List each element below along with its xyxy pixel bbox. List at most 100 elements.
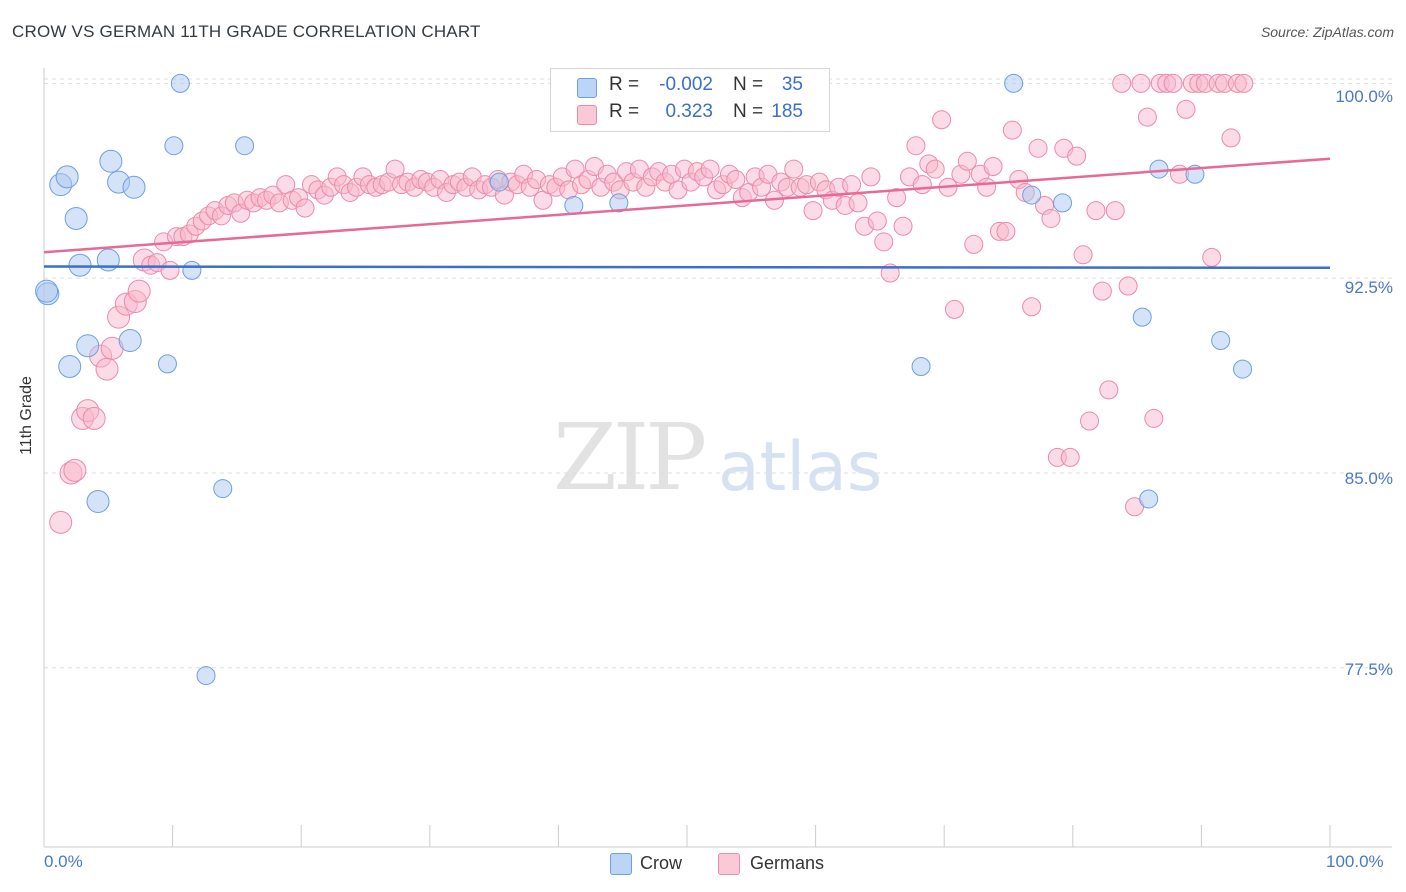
crow-point [564,195,584,215]
german-point [996,221,1016,241]
german-point [803,201,823,221]
german-point [906,136,926,156]
x-tick-label: 100.0% [1326,852,1384,871]
german-point [1144,408,1164,428]
crow-point [213,479,233,499]
crow-point [489,172,509,192]
legend-row-crow: R = -0.002 N = 35 [551,74,829,100]
german-point [957,151,977,171]
watermark-zip: ZIP [553,404,707,511]
german-point [848,193,868,213]
y-tick-label: 92.5% [1344,278,1393,297]
y-tick-label: 100.0% [1335,87,1393,106]
legend-n-value: 185 [771,101,803,122]
crow-point [157,354,177,374]
german-point [160,260,180,280]
y-axis-label: 11th Grade [18,376,35,455]
crow-point [1149,159,1169,179]
german-point [867,211,887,231]
german-point [82,406,106,430]
german-point [1002,120,1022,140]
german-point [1073,245,1093,265]
german-point [977,177,997,197]
german-point [1118,276,1138,296]
legend-r-value: -0.002 [659,74,713,95]
german-point [726,169,746,189]
german-point [842,175,862,195]
legend-r-value: 0.323 [665,101,713,122]
crow-point [1211,331,1231,351]
german-point [874,232,894,252]
german-point [861,167,881,187]
legend-n-label: N = [733,74,764,95]
german-point [964,234,984,254]
german-point [95,357,119,381]
german-point [1202,247,1222,267]
crow-point [86,490,110,514]
crow-point [64,206,88,230]
german-point [1221,128,1241,148]
crow-point [58,354,82,378]
germans-swatch-icon [577,105,597,125]
crow-point [164,136,184,156]
crow-point [35,279,59,303]
crow-point [609,193,629,213]
german-point [784,159,804,179]
german-point [1163,73,1183,93]
german-point [1112,73,1132,93]
correlation-legend: R = -0.002 N = 35 R = 0.323 N = 185 [550,68,830,132]
source-label: Source: ZipAtlas.com [1260,24,1394,40]
german-point [1099,380,1119,400]
german-point [1131,73,1151,93]
crow-point [55,165,79,189]
legend-label-crow: Crow [640,853,683,873]
germans-swatch-icon [718,853,740,875]
german-point [925,159,945,179]
german-point [1092,281,1112,301]
legend-n-label: N = [733,101,764,122]
y-tick-label: 85.0% [1344,469,1393,488]
crow-point [196,666,216,686]
german-point [912,175,932,195]
crow-point [118,329,142,353]
crow-point [1233,359,1253,379]
crow-point [76,334,100,358]
crow-trendline [43,265,1331,270]
german-point [700,159,720,179]
crow-point [911,356,931,376]
german-point [1105,201,1125,221]
crow-swatch-icon [577,78,597,98]
crow-point [122,175,146,199]
german-point [893,216,913,236]
crow-point [182,260,202,280]
german-point [63,458,87,482]
german-point [983,156,1003,176]
legend-r-label: R = [609,74,640,95]
x-tick-label: 0.0% [44,852,83,871]
watermark-atlas: atlas [718,428,883,507]
german-point [1176,99,1196,119]
crow-point [235,136,255,156]
crow-point [1004,73,1024,93]
crow-point [1022,185,1042,205]
german-point [1234,73,1254,93]
crow-point [1053,193,1073,213]
legend-r-label: R = [609,101,640,122]
crow-point [170,73,190,93]
crow-point [1132,307,1152,327]
german-point [1028,138,1048,158]
y-tick-label: 77.5% [1344,660,1393,679]
chart-title: CROW VS GERMAN 11TH GRADE CORRELATION CH… [12,22,481,41]
german-point [1137,107,1157,127]
crow-point [68,253,92,277]
german-point [127,279,151,303]
german-point [932,110,952,130]
german-point [1080,411,1100,431]
crow-swatch-icon [610,853,632,875]
german-point [1022,297,1042,317]
german-point [1060,447,1080,467]
crow-point [99,149,123,173]
legend-label-germans: Germans [750,853,825,873]
german-point [1067,146,1087,166]
